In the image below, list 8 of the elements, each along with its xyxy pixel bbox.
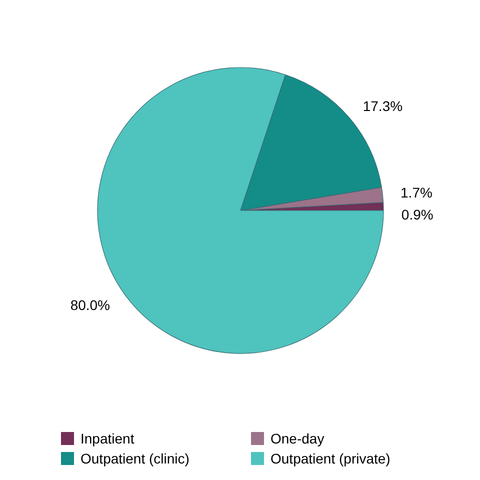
data-label: 1.7% [400, 184, 432, 200]
data-label: 80.0% [70, 296, 110, 313]
legend-label: Outpatient (private) [270, 450, 390, 466]
legend-label: Inpatient [80, 430, 134, 446]
data-label: 17.3% [362, 98, 403, 114]
legend-label: Outpatient (clinic) [80, 450, 190, 466]
data-label: 0.9% [401, 206, 434, 222]
legend-label: One-day [270, 430, 324, 446]
